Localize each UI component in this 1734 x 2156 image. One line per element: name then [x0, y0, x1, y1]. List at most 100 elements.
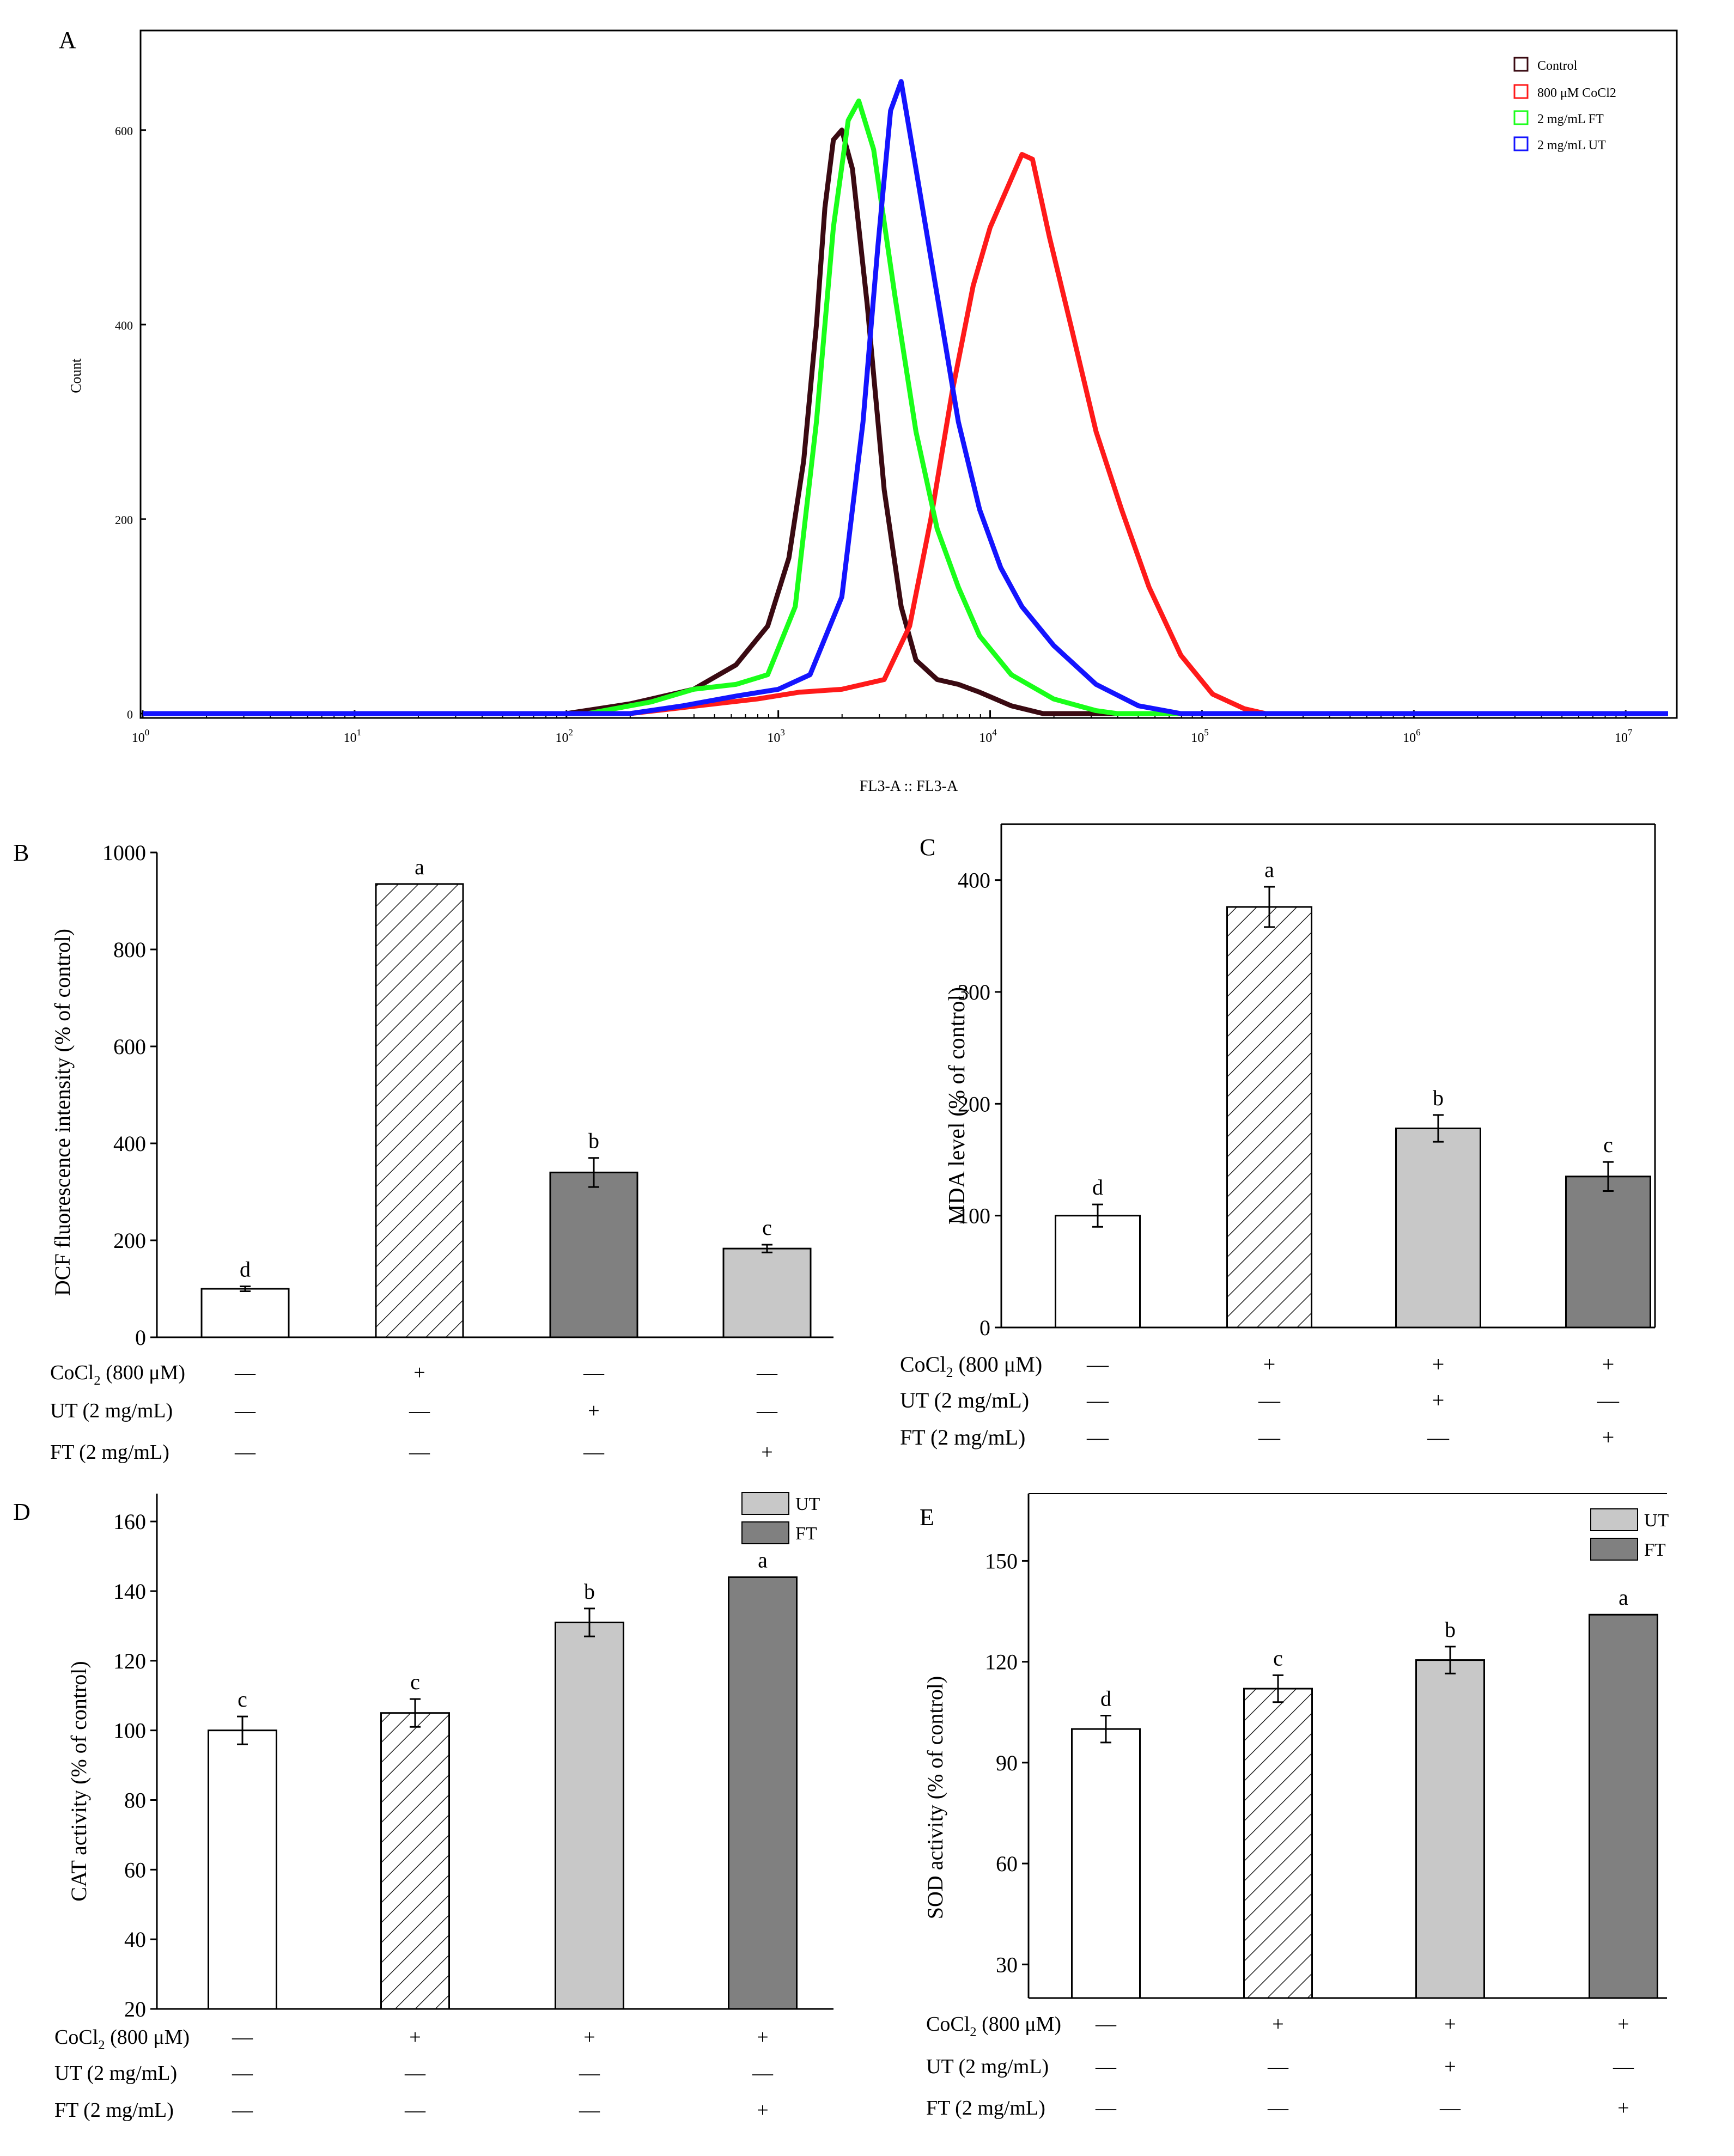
- treatment-sign: +: [588, 1399, 599, 1422]
- y-tick-label: 400: [113, 1131, 146, 1156]
- treatment-sign: +: [757, 2026, 768, 2049]
- treatment-sign: +: [757, 2099, 768, 2122]
- bar-3: [722, 1247, 812, 1338]
- significance-letter-0: c: [238, 1687, 247, 1712]
- significance-letter-1: a: [1264, 857, 1274, 882]
- legend-label-ut: 2 mg/mL UT: [1537, 138, 1606, 153]
- treatment-sign: +: [1444, 2055, 1456, 2078]
- row-label-0: CoCl2 (800 μM): [926, 2013, 1061, 2039]
- y-tick-label: 200: [115, 513, 133, 527]
- x-tick-label: 102: [556, 727, 574, 745]
- treatment-sign: —: [1095, 2013, 1117, 2036]
- legend-label-control: Control: [1537, 59, 1578, 73]
- row-label-0: CoCl2 (800 μM): [54, 2026, 190, 2053]
- series-line-1: [143, 152, 1668, 716]
- panel-label-c: C: [920, 834, 935, 861]
- series-line-0: [143, 127, 1668, 716]
- row-label-main: CoCl: [926, 2013, 970, 2036]
- panel-label-e: E: [920, 1504, 934, 1531]
- treatment-sign: —: [234, 1361, 256, 1384]
- y-tick-label: 150: [985, 1549, 1018, 1573]
- panel-a-x-axis-label: FL3-A :: FL3-A: [860, 778, 958, 795]
- significance-letter-3: c: [1603, 1132, 1613, 1157]
- row-label-rest: (800 μM): [953, 1352, 1042, 1377]
- treatment-sign: —: [1439, 2097, 1461, 2120]
- treatment-sign: —: [234, 1399, 256, 1422]
- y-tick-label: 1000: [102, 841, 146, 865]
- treatment-sign: —: [1086, 1425, 1109, 1449]
- panel-d-cat-chart: D CAT activity (% of control) 20 40 60 80 10…: [13, 1492, 833, 2122]
- panel-a-series: [143, 79, 1668, 716]
- bar-2: [549, 1171, 638, 1338]
- treatment-sign: —: [409, 1399, 430, 1422]
- significance-letter-1: c: [1273, 1646, 1283, 1670]
- treatment-sign: —: [1613, 2055, 1634, 2078]
- x-tick-label: 100: [132, 727, 150, 745]
- panel-c-mda-chart: C MDA level (% of control) 0 100 200 300 400…: [900, 823, 1656, 1449]
- panel-d-legend: UT FT: [741, 1492, 820, 1544]
- treatment-sign: —: [232, 2026, 253, 2049]
- legend-label-0: UT: [795, 1494, 820, 1514]
- x-tick-label: 107: [1615, 727, 1633, 745]
- treatment-sign: —: [1086, 1388, 1109, 1412]
- treatment-sign: +: [1617, 2013, 1629, 2036]
- x-tick-exponent: 5: [1204, 727, 1209, 738]
- treatment-sign: —: [234, 1441, 256, 1464]
- bar-0: [1055, 1215, 1141, 1329]
- row-label-main: CoCl: [900, 1352, 946, 1377]
- row-label-0: CoCl2 (800 μM): [50, 1361, 185, 1388]
- row-label-1: UT (2 mg/mL): [54, 2062, 177, 2085]
- treatment-sign: —: [583, 1441, 605, 1464]
- y-tick-label: 400: [958, 868, 990, 893]
- panel-b-y-axis-label: DCF fluorescence intensity (% of control…: [50, 929, 75, 1296]
- significance-letter-1: c: [410, 1670, 420, 1694]
- panel-e-sod-chart: E SOD activity (% of control) 30 60 90 120 1…: [920, 1493, 1669, 2120]
- legend-label-ft: 2 mg/mL FT: [1537, 112, 1604, 126]
- bar-1: [380, 1712, 450, 2010]
- y-tick-label: 100: [958, 1204, 990, 1228]
- row-label-rest: (800 μM): [105, 2026, 190, 2049]
- bar-0: [1071, 1728, 1141, 1999]
- y-tick-label: 200: [958, 1092, 990, 1116]
- x-tick-exponent: 0: [145, 727, 150, 738]
- significance-letter-1: a: [415, 855, 424, 879]
- row-label-subscript: 2: [94, 1373, 100, 1388]
- treatment-sign: —: [756, 1361, 778, 1384]
- panel-label-b: B: [13, 839, 29, 866]
- treatment-sign: +: [761, 1441, 772, 1464]
- y-tick-label: 0: [979, 1315, 990, 1340]
- significance-letter-3: a: [1619, 1585, 1628, 1610]
- legend-swatch-0: [741, 1492, 789, 1515]
- row-label-2: FT (2 mg/mL): [900, 1425, 1025, 1449]
- treatment-sign: +: [1602, 1425, 1615, 1449]
- treatment-sign: —: [1427, 1425, 1450, 1449]
- significance-letter-0: d: [240, 1257, 251, 1282]
- y-tick-label: 0: [127, 708, 133, 721]
- row-label-main: CoCl: [54, 2026, 98, 2049]
- x-tick-exponent: 1: [357, 727, 362, 738]
- bar-0: [208, 1729, 277, 2010]
- y-tick-label: 90: [996, 1751, 1018, 1775]
- legend-swatch-control: [1513, 57, 1529, 72]
- treatment-sign: +: [1602, 1352, 1615, 1377]
- legend-swatch-1: [741, 1521, 789, 1544]
- significance-letter-2: b: [1433, 1086, 1444, 1110]
- significance-letter-2: b: [584, 1579, 595, 1604]
- panel-a-plot-frame: [139, 29, 1678, 719]
- row-label-1: UT (2 mg/mL): [926, 2055, 1049, 2078]
- treatment-sign: —: [1086, 1352, 1109, 1377]
- significance-letter-3: c: [762, 1215, 772, 1240]
- panel-a-y-ticks: 0 200 400 600: [115, 124, 146, 721]
- treatment-sign: +: [583, 2026, 595, 2049]
- y-tick-label: 120: [113, 1649, 146, 1673]
- row-label-main: CoCl: [50, 1361, 94, 1384]
- significance-letter-2: b: [588, 1129, 599, 1153]
- y-tick-label: 800: [113, 937, 146, 962]
- y-tick-label: 600: [113, 1034, 146, 1059]
- legend-swatch-1: [1590, 1538, 1638, 1561]
- significance-letter-3: a: [758, 1548, 768, 1572]
- y-tick-label: 100: [113, 1719, 146, 1743]
- bar-1: [1243, 1688, 1313, 1999]
- treatment-sign: —: [752, 2062, 774, 2085]
- treatment-sign: —: [1267, 2055, 1289, 2078]
